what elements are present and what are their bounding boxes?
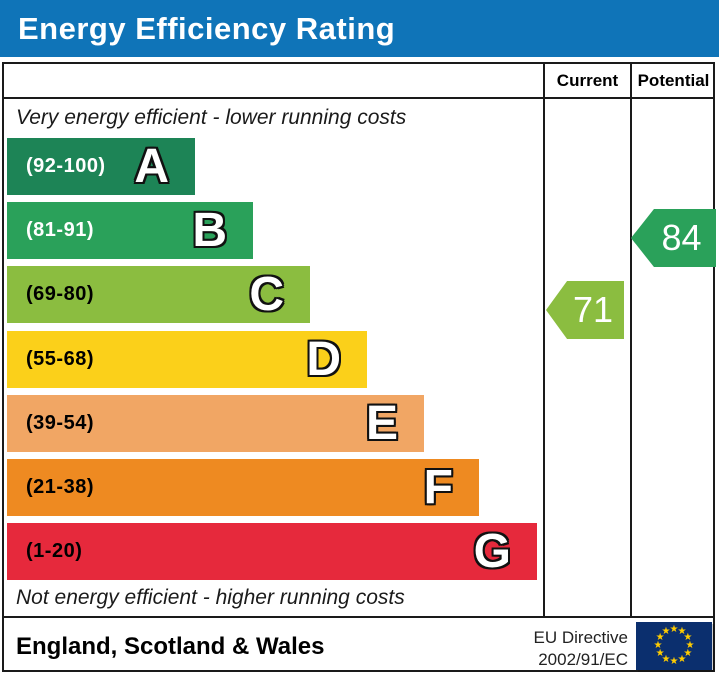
eu-star-icon: ★ — [669, 656, 679, 667]
eu-star-icon: ★ — [661, 653, 671, 665]
eu-star-icon: ★ — [655, 648, 665, 659]
band-e-letter: E — [365, 396, 398, 450]
band-b-letter: B — [192, 203, 227, 257]
band-g-range: (1-20) — [26, 540, 83, 562]
current-column-header: Current — [556, 70, 619, 90]
current-column-divider — [543, 62, 545, 618]
eu-star-icon: ★ — [655, 632, 665, 643]
band-a: (92-100) A — [7, 138, 195, 195]
band-e: (39-54) E — [7, 395, 424, 452]
band-c-letter: C — [249, 267, 284, 321]
band-c-range: (69-80) — [26, 283, 94, 305]
band-e-range: (39-54) — [26, 412, 94, 434]
band-b: (81-91) B — [7, 202, 253, 259]
band-d-letter: D — [306, 332, 341, 386]
band-f-range: (21-38) — [26, 476, 94, 498]
band-a-letter: A — [134, 139, 169, 193]
note-very-efficient: Very energy efficient - lower running co… — [16, 106, 407, 129]
eu-directive-line1: EU Directive — [533, 628, 628, 647]
header-divider — [2, 97, 715, 99]
band-a-range: (92-100) — [26, 155, 106, 177]
potential-column-divider — [630, 62, 632, 618]
potential-rating-value: 84 — [661, 217, 702, 258]
page-title: Energy Efficiency Rating — [18, 10, 396, 46]
eu-directive-label: EU Directive 2002/91/EC — [470, 627, 628, 671]
band-d-range: (55-68) — [26, 348, 94, 370]
eu-star-icon: ★ — [677, 653, 687, 665]
band-d: (55-68) D — [7, 331, 367, 388]
region-label: England, Scotland & Wales — [16, 633, 325, 660]
eu-star-icon: ★ — [669, 624, 679, 635]
eu-star-icon: ★ — [683, 648, 693, 659]
band-g-letter: G — [473, 524, 511, 578]
current-rating-value: 71 — [572, 289, 614, 330]
eu-star-icon: ★ — [685, 640, 695, 651]
title-bar: Energy Efficiency Rating — [0, 0, 719, 57]
band-f-letter: F — [423, 460, 453, 514]
band-b-range: (81-91) — [26, 219, 94, 241]
band-c: (69-80) C — [7, 266, 310, 323]
footer-divider — [2, 616, 715, 618]
eu-star-icon: ★ — [677, 626, 687, 638]
band-g: (1-20) G — [7, 523, 537, 580]
eu-directive-line2: 2002/91/EC — [538, 650, 628, 669]
eu-flag-icon: ★ ★ ★ ★ ★ ★ ★ ★ ★ ★ ★ ★ — [636, 622, 712, 670]
eu-star-icon: ★ — [683, 632, 693, 643]
note-not-efficient: Not energy efficient - higher running co… — [16, 586, 405, 609]
eu-star-icon: ★ — [661, 626, 671, 638]
eu-star-icon: ★ — [653, 640, 663, 651]
band-f: (21-38) F — [7, 459, 479, 516]
potential-column-header: Potential — [637, 70, 710, 90]
